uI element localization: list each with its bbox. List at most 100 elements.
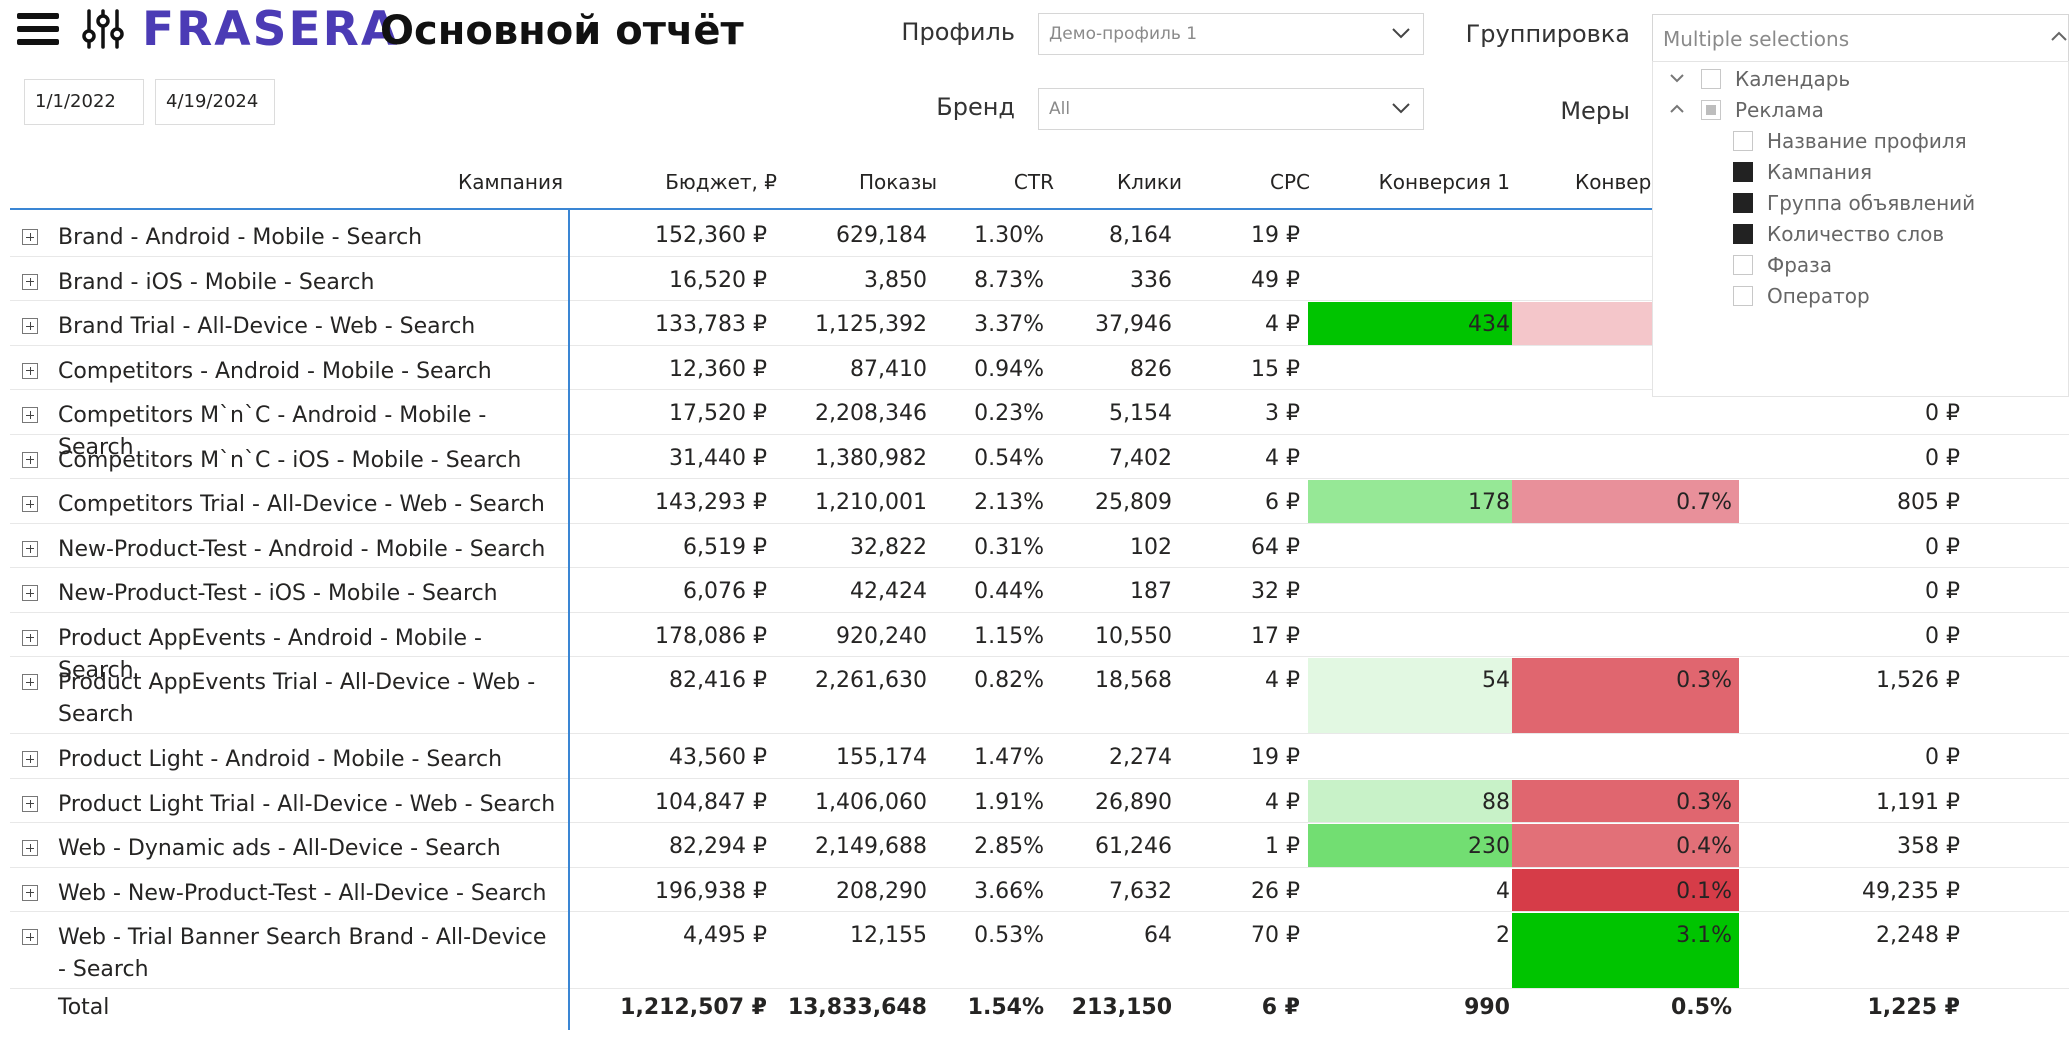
cell-budget: 12,360 ₽ — [669, 356, 767, 382]
table-row[interactable]: Product Light Trial - All-Device - Web -… — [10, 779, 2069, 823]
cell-conversion-1 — [1310, 613, 1510, 623]
expand-row-icon[interactable] — [22, 540, 38, 557]
expand-row-icon[interactable] — [22, 451, 38, 468]
conversion-1-shade — [1308, 658, 1512, 733]
cell-conversion-rate — [1510, 435, 1732, 445]
cell-impressions: 1,380,982 — [815, 445, 927, 471]
cell-conversion-1: 88 — [1482, 789, 1510, 815]
expand-row-icon[interactable] — [22, 929, 38, 945]
expand-row-icon[interactable] — [22, 585, 38, 601]
table-row[interactable]: Competitors M`n`C - iOS - Mobile - Searc… — [10, 435, 2069, 479]
page-title: Основной отчёт — [380, 8, 744, 54]
cell-conversion-1: 230 — [1468, 834, 1510, 859]
col-header-budget[interactable]: Бюджет, ₽ — [665, 170, 777, 194]
grouping-option[interactable]: Реклама — [1701, 97, 1824, 123]
checkbox[interactable] — [1733, 255, 1753, 275]
table-row[interactable]: Web - Dynamic ads - All-Device - Search 8… — [10, 823, 2069, 868]
expand-row-icon[interactable] — [22, 362, 38, 379]
grouping-option[interactable]: Количество слов — [1733, 221, 1944, 247]
grouping-option[interactable]: Календарь — [1701, 66, 1850, 92]
cell-budget: 104,847 ₽ — [655, 789, 767, 815]
cell-budget: 133,783 ₽ — [655, 312, 767, 337]
cell-budget: 17,520 ₽ — [669, 401, 767, 426]
checkbox[interactable] — [1733, 224, 1753, 244]
expand-row-icon[interactable] — [22, 229, 38, 245]
table-row[interactable]: Web - New-Product-Test - All-Device - Se… — [10, 868, 2069, 912]
date-to-input[interactable]: 4/19/2024 — [155, 79, 275, 125]
table-row[interactable]: Competitors Trial - All-Device - Web - S… — [10, 479, 2069, 524]
cell-cpc: 19 ₽ — [1251, 223, 1300, 248]
table-row[interactable]: Product Light - Android - Mobile - Searc… — [10, 734, 2069, 779]
expand-row-icon[interactable] — [22, 318, 38, 334]
col-header-ctr[interactable]: CTR — [1013, 170, 1054, 194]
expand-row-icon[interactable] — [22, 840, 38, 856]
brand-dropdown[interactable]: All — [1038, 88, 1424, 130]
table-row[interactable]: Web - Trial Banner Search Brand - All-De… — [10, 912, 2069, 989]
checkbox[interactable] — [1733, 286, 1753, 306]
grouping-label: Группировка — [1465, 20, 1630, 48]
cell-ctr: 1.91% — [974, 789, 1044, 815]
grouping-option[interactable]: Фраза — [1733, 252, 1832, 278]
grouping-option[interactable]: Кампания — [1733, 159, 1872, 185]
table-row[interactable]: Brand - iOS - Mobile - Search 16,520 ₽ 3,8… — [10, 257, 2069, 301]
cell-clicks: 61,246 — [1095, 834, 1172, 859]
table-row[interactable]: Competitors - Android - Mobile - Search 1… — [10, 346, 2069, 390]
cell-cpc: 15 ₽ — [1251, 356, 1300, 382]
expand-row-icon[interactable] — [22, 496, 38, 512]
total-ctr: 1.54% — [967, 995, 1044, 1020]
cell-budget: 31,440 ₽ — [669, 445, 767, 471]
cell-clicks: 7,632 — [1109, 878, 1172, 904]
cell-clicks: 2,274 — [1109, 745, 1172, 770]
col-header-clicks[interactable]: Клики — [1116, 170, 1182, 194]
cell-conversion-rate — [1510, 613, 1732, 623]
grouping-option[interactable]: Оператор — [1733, 283, 1870, 309]
cell-ctr: 0.53% — [974, 923, 1044, 948]
checkbox[interactable] — [1701, 69, 1721, 89]
checkbox[interactable] — [1733, 162, 1753, 182]
chevron-up-icon[interactable] — [1669, 103, 1685, 115]
cell-conversion-1 — [1310, 257, 1510, 267]
expand-row-icon[interactable] — [22, 674, 38, 690]
expand-row-icon[interactable] — [22, 407, 38, 423]
table-row[interactable]: New-Product-Test - Android - Mobile - Se… — [10, 524, 2069, 568]
col-header-campaign[interactable]: Кампания — [458, 170, 563, 194]
expand-row-icon[interactable] — [22, 795, 38, 812]
table-row[interactable]: Product AppEvents - Android - Mobile - S… — [10, 613, 2069, 683]
table-row[interactable]: Brand - Android - Mobile - Search 152,360… — [10, 212, 2069, 257]
chevron-down-icon[interactable] — [1669, 72, 1685, 84]
col-header-conversion-1[interactable]: Конверсия 1 — [1378, 170, 1510, 194]
expand-row-icon[interactable] — [22, 884, 38, 901]
cell-impressions: 3,850 — [864, 267, 927, 293]
grouping-option[interactable]: Название профиля — [1733, 128, 1967, 154]
expand-row-icon[interactable] — [22, 629, 38, 646]
date-from-input[interactable]: 1/1/2022 — [24, 79, 144, 125]
expand-row-icon[interactable] — [22, 273, 38, 290]
cell-campaign: Brand Trial - All-Device - Web - Search — [58, 314, 476, 339]
grouping-dropdown[interactable]: Multiple selections — [1652, 14, 2069, 62]
expand-row-icon[interactable] — [22, 751, 38, 767]
table-row[interactable]: Competitors M`n`C - Android - Mobile - S… — [10, 390, 2069, 460]
col-header-impressions[interactable]: Показы — [858, 170, 937, 194]
conversion-rate-shade — [1512, 480, 1739, 523]
cell-ctr: 0.82% — [974, 668, 1044, 693]
cell-campaign: Competitors M`n`C - Android - Mobile - S… — [58, 403, 487, 460]
filters-sliders-icon[interactable] — [82, 8, 124, 50]
table-row[interactable]: Product AppEvents Trial - All-Device - W… — [10, 657, 2069, 734]
table-row[interactable]: Brand Trial - All-Device - Web - Search 1… — [10, 301, 2069, 346]
cell-conversion-rate: 0.3% — [1676, 789, 1732, 815]
cell-ctr: 0.23% — [974, 401, 1044, 426]
grouping-option[interactable]: Группа объявлений — [1733, 190, 1975, 216]
checkbox[interactable] — [1733, 131, 1753, 151]
checkbox[interactable] — [1733, 193, 1753, 213]
profile-dropdown[interactable]: Демо-профиль 1 — [1038, 13, 1424, 55]
hamburger-menu-icon[interactable] — [17, 13, 59, 45]
cell-impressions: 2,208,346 — [815, 401, 927, 426]
cell-conversion-rate: 3.1% — [1676, 923, 1732, 948]
table-row[interactable]: New-Product-Test - iOS - Mobile - Search… — [10, 568, 2069, 613]
cell-cost-per-conversion: 0 ₽ — [1925, 534, 1960, 560]
checkbox[interactable] — [1701, 100, 1721, 120]
conversion-1-shade — [1308, 302, 1512, 345]
chevron-down-icon — [1392, 103, 1410, 114]
col-header-cpc[interactable]: CPC — [1270, 170, 1310, 194]
total-conversion-rate: 0.5% — [1670, 995, 1732, 1020]
